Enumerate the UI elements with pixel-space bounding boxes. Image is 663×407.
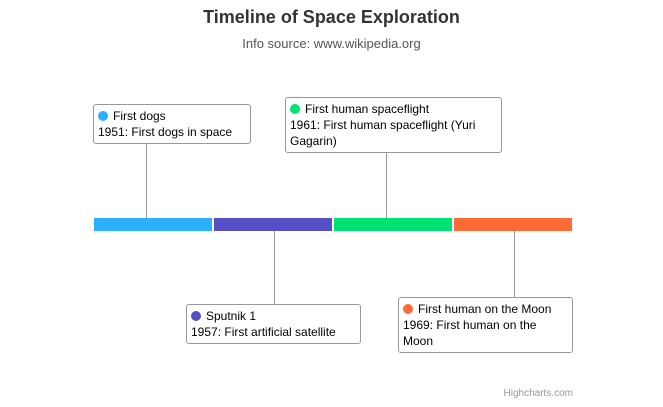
event-name: Sputnik 1 [206,309,257,323]
event-name: First human spaceflight [305,102,430,116]
event-label[interactable]: Sputnik 1 1957: First artificial satellit… [186,304,361,344]
event-label[interactable]: First dogs 1951: First dogs in space [93,104,251,144]
event-description: 1957: First artificial satellite [191,325,336,339]
chart-title: Timeline of Space Exploration [203,7,460,27]
event-name: First dogs [113,109,166,123]
event-marker-icon [191,311,201,321]
event-marker-icon [403,304,413,314]
chart-subtitle: Info source: www.wikipedia.org [242,36,421,51]
event-header: First dogs [98,108,245,124]
event-marker-icon [290,104,300,114]
timeline-segment[interactable] [214,218,332,231]
event-marker-icon [98,111,108,121]
timeline-segment[interactable] [94,218,212,231]
event-header: First human on the Moon [403,301,567,317]
event-label[interactable]: First human spaceflight 1961: First human… [285,97,502,153]
event-name: First human on the Moon [418,302,552,316]
event-description: 1969: First human on the Moon [403,318,537,348]
timeline-segment[interactable] [334,218,452,231]
event-label[interactable]: First human on the Moon 1969: First human… [398,297,573,353]
event-description: 1961: First human spaceflight (Yuri Gaga… [290,118,476,148]
event-header: First human spaceflight [290,101,496,117]
event-description: 1951: First dogs in space [98,125,233,139]
timeline-segment[interactable] [454,218,572,231]
event-header: Sputnik 1 [191,308,355,324]
credits-link[interactable]: Highcharts.com [503,388,573,399]
